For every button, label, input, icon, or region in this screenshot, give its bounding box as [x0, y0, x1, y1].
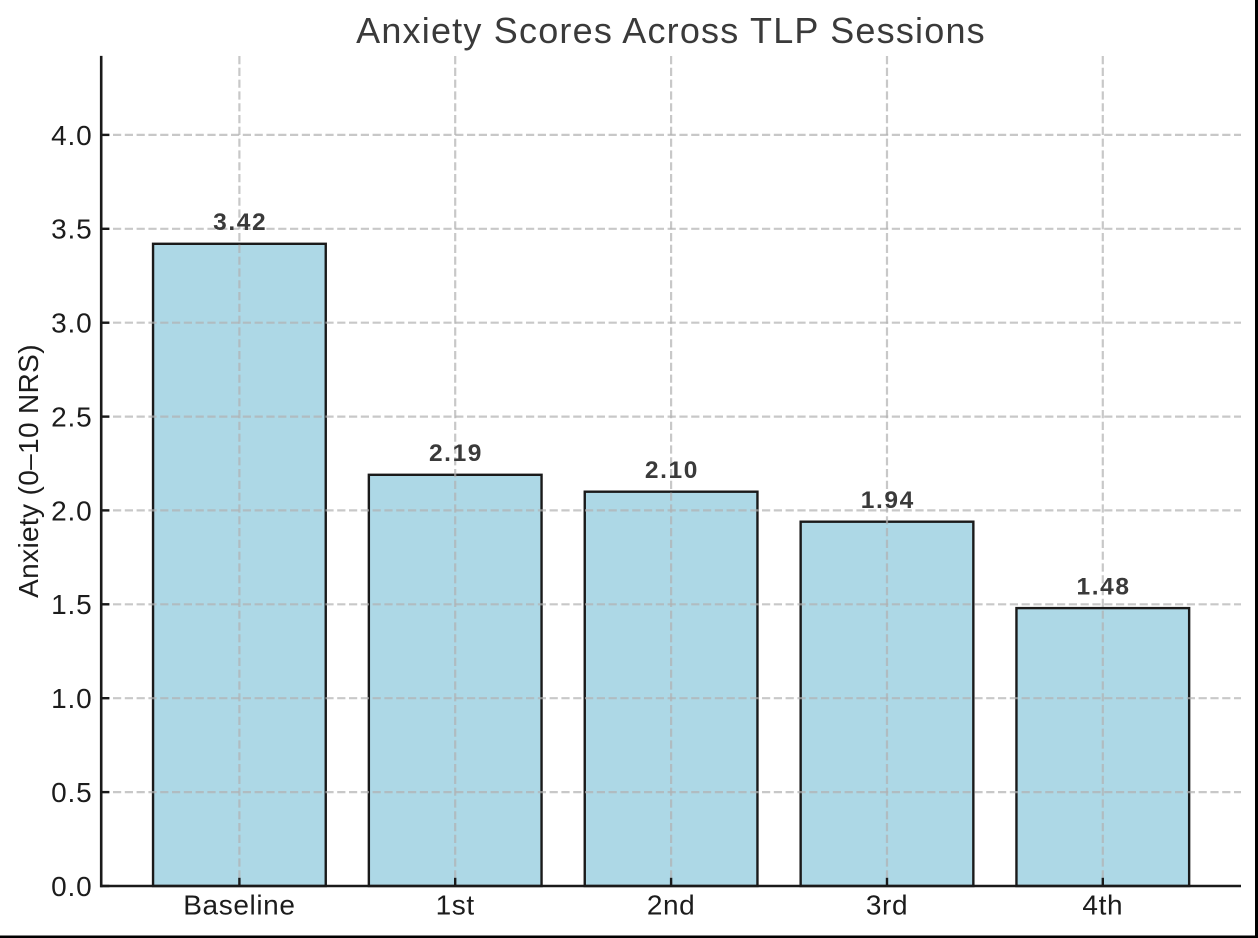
svg-text:Anxiety Scores Across TLP Sess: Anxiety Scores Across TLP Sessions [356, 10, 986, 51]
svg-text:2.10: 2.10 [645, 457, 699, 484]
svg-text:3.42: 3.42 [213, 209, 267, 236]
svg-text:3rd: 3rd [866, 889, 908, 920]
svg-text:3.0: 3.0 [51, 308, 92, 339]
svg-text:2.5: 2.5 [51, 402, 92, 433]
svg-text:1.48: 1.48 [1077, 573, 1131, 600]
svg-text:3.5: 3.5 [51, 214, 92, 245]
svg-text:1.5: 1.5 [51, 589, 92, 620]
svg-text:2.0: 2.0 [51, 495, 92, 526]
svg-text:1.94: 1.94 [861, 487, 915, 514]
svg-text:1.0: 1.0 [51, 683, 92, 714]
svg-text:2.19: 2.19 [429, 440, 483, 467]
svg-text:2nd: 2nd [647, 889, 696, 920]
svg-text:1st: 1st [436, 889, 475, 920]
svg-text:0.5: 0.5 [51, 777, 92, 808]
svg-text:4th: 4th [1082, 889, 1123, 920]
svg-text:4.0: 4.0 [51, 120, 92, 151]
svg-text:Baseline: Baseline [183, 889, 295, 920]
svg-text:0.0: 0.0 [51, 871, 92, 902]
svg-text:Anxiety (0–10 NRS): Anxiety (0–10 NRS) [13, 344, 44, 598]
